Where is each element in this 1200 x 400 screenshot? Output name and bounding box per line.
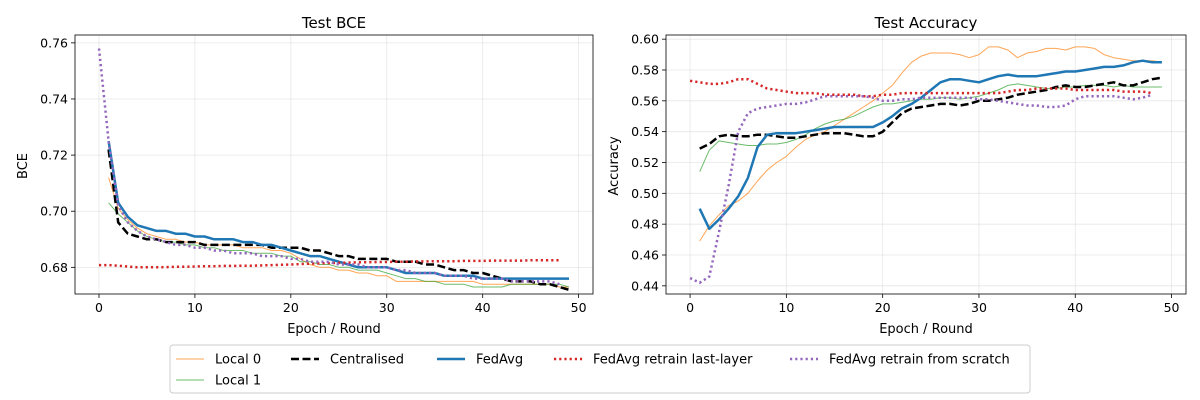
series-line-fedavg-retrain-last-layer [99,259,560,269]
legend-label: FedAvg retrain from scratch [829,353,1010,368]
series-line-fedavg-retrain-from-scratch [97,48,560,286]
x-tick-label: 0 [686,300,694,315]
x-tick-label: 30 [971,300,987,315]
y-tick-label: 0.48 [631,217,659,232]
chart-title: Test BCE [301,14,366,32]
y-tick-label: 0.44 [631,278,659,293]
y-tick-label: 0.72 [40,148,68,163]
y-tick-label: 0.50 [631,186,659,201]
y-tick-label: 0.52 [631,155,659,170]
legend-label: FedAvg [476,353,523,368]
plot-frame [665,34,1187,295]
y-tick-label: 0.60 [631,32,659,47]
y-tick-label: 0.58 [631,62,659,77]
x-tick-label: 20 [875,300,891,315]
x-tick-label: 10 [187,300,203,315]
chart-title: Test Accuracy [874,14,978,32]
legend-label: FedAvg retrain last-layer [593,353,753,368]
x-tick-label: 50 [571,300,587,315]
plot-frame [74,34,594,295]
y-tick-label: 0.54 [631,124,659,139]
bce-chart: Test BCE Epoch / Round BCE 0 10 20 30 40 50 0.… [16,14,594,337]
accuracy-chart: Test Accuracy Epoch / Round Accuracy 0 10… [607,14,1187,337]
series-line-fedavg-retrain-from-scratch [689,93,1153,284]
legend-label: Local 0 [215,353,261,368]
series-line-fedavg-retrain-last-layer [689,77,1153,98]
y-tick-label: 0.74 [40,91,68,106]
series-line-fedavg [698,59,1162,231]
y-axis-label: Accuracy [607,136,622,196]
x-tick-label: 40 [1067,300,1083,315]
y-tick-label: 0.70 [40,204,68,219]
x-tick-label: 0 [95,300,103,315]
series-line-centralised [699,76,1163,150]
series-line-local-1 [699,83,1162,172]
x-axis-label: Epoch / Round [879,322,973,337]
x-tick-label: 30 [379,300,395,315]
y-tick-label: 0.46 [631,247,659,262]
series-line-local-0 [108,177,569,288]
x-tick-label: 40 [475,300,491,315]
series-line-local-0 [699,46,1162,242]
x-tick-label: 50 [1164,300,1180,315]
series-line-fedavg [107,140,569,280]
legend-label: Centralised [330,353,404,368]
x-tick-label: 20 [283,300,299,315]
series-line-centralised [107,149,570,291]
legend: Local 0 Local 1 Centralised FedAvg FedAvg re… [169,344,1031,394]
legend-frame [169,344,1031,394]
y-tick-label: 0.76 [40,35,68,50]
legend-label: Local 1 [215,374,261,389]
x-tick-label: 10 [778,300,794,315]
x-axis-label: Epoch / Round [287,322,381,337]
y-axis-label: BCE [16,153,31,179]
y-tick-label: 0.56 [631,93,659,108]
y-tick-label: 0.68 [40,260,68,275]
series-line-local-1 [108,202,570,288]
